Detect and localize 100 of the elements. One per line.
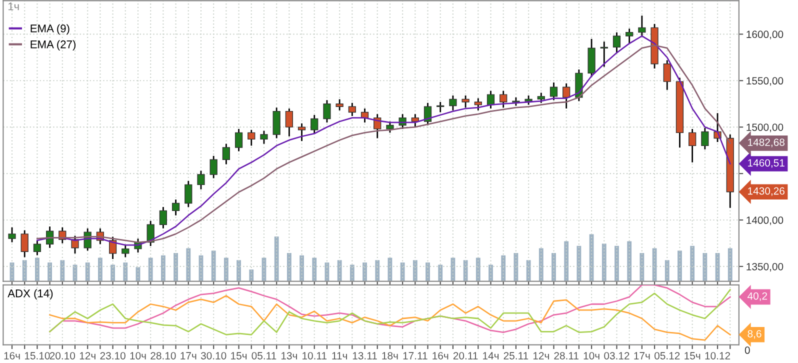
- y-tick-label: 1500,00: [746, 124, 784, 132]
- candlestick: [172, 198, 180, 216]
- bar: [640, 253, 644, 282]
- bar: [48, 262, 52, 282]
- y-tick-label: 1550,00: [746, 77, 784, 86]
- candlestick: [8, 226, 16, 243]
- x-tick-label: 16ч: [4, 352, 20, 360]
- x-tick-label: 03.12: [604, 352, 630, 360]
- candlestick: [336, 98, 344, 112]
- candlestick: [486, 90, 495, 110]
- candlestick: [626, 28, 634, 44]
- y-tick-label: 1400,00: [746, 216, 784, 226]
- bar: [375, 260, 380, 282]
- bar: [412, 260, 418, 282]
- bar: [160, 255, 166, 282]
- bar: [274, 236, 279, 282]
- bar: [514, 253, 518, 282]
- candlestick: [524, 94, 532, 106]
- candlestick: [260, 130, 268, 145]
- x-tick-label: 15ч: [684, 352, 700, 360]
- bar: [602, 244, 606, 282]
- candlestick: [298, 122, 306, 142]
- candlestick: [449, 94, 457, 112]
- bar: [526, 260, 531, 282]
- x-tick-label: 30.10: [200, 352, 226, 360]
- x-tick-label: 12ч: [80, 352, 96, 360]
- x-tick-label: 10.11: [302, 352, 327, 360]
- candlestick: [285, 108, 293, 138]
- bar: [22, 260, 27, 282]
- bar: [286, 253, 292, 282]
- x-tick-label: 20.10: [50, 352, 76, 360]
- candlestick: [159, 206, 168, 230]
- bar: [463, 260, 468, 282]
- bar: [501, 255, 506, 282]
- x-tick-label: 10ч: [584, 352, 600, 360]
- bar: [576, 246, 582, 282]
- candlestick: [663, 59, 671, 91]
- candlestick: [688, 128, 696, 164]
- x-tick-label: 15.10: [24, 352, 50, 360]
- text: 8,6: [748, 330, 762, 339]
- candlestick: [272, 106, 280, 139]
- x-tick-label: 11ч: [332, 352, 347, 360]
- bar: [728, 248, 732, 282]
- candlestick: [537, 92, 545, 104]
- candlestick: [701, 127, 709, 150]
- x-tick-label: 16ч: [432, 352, 448, 360]
- x-tick-label: 13.11: [352, 352, 377, 360]
- candlestick: [184, 180, 192, 208]
- candlestick: [33, 240, 42, 256]
- x-tick-label: 05.11: [252, 352, 276, 360]
- bar: [690, 246, 695, 282]
- text: 0: [744, 346, 750, 354]
- bar: [538, 248, 544, 282]
- text: 1460,51: [748, 159, 784, 168]
- text: 40,2: [748, 292, 768, 301]
- legend-label: EMA (27): [30, 40, 76, 50]
- candlestick: [500, 90, 508, 108]
- bar: [664, 260, 670, 282]
- candlestick: [248, 129, 256, 146]
- bar: [148, 258, 153, 282]
- x-tick-label: 18ч: [382, 352, 398, 360]
- candlestick: [323, 99, 331, 124]
- chart-subtitle: 1ч: [8, 2, 19, 10]
- x-tick-label: 17ч: [634, 352, 650, 360]
- x-tick-label: 25.11: [504, 352, 528, 360]
- bar: [312, 258, 317, 282]
- bar: [186, 248, 191, 282]
- candlestick: [310, 114, 318, 134]
- x-tick-label: 28.11: [554, 352, 578, 360]
- bar: [211, 250, 216, 282]
- x-tick-label: 14ч: [483, 352, 499, 360]
- candlestick: [462, 94, 470, 108]
- chart-title: ADX (14): [8, 289, 53, 300]
- x-tick-label: 17ч: [180, 352, 196, 360]
- bar: [400, 262, 405, 282]
- candlestick: [386, 120, 394, 134]
- bar: [85, 262, 90, 282]
- text: 1482,68: [748, 138, 784, 148]
- bar: [702, 253, 708, 282]
- x-tick-label: 05.12: [654, 352, 680, 360]
- candlestick: [436, 101, 444, 113]
- bar: [438, 264, 443, 282]
- candlestick: [550, 82, 558, 101]
- bar: [476, 258, 480, 282]
- y-tick-label: 1350,00: [746, 262, 784, 272]
- x-tick-label: 20.11: [453, 352, 478, 360]
- candlestick: [222, 143, 230, 165]
- x-tick-label: 28.10: [150, 352, 176, 360]
- candlestick: [600, 40, 608, 68]
- bar: [337, 260, 342, 282]
- candlestick: [210, 155, 218, 179]
- candlestick: [234, 128, 243, 152]
- candlestick: [562, 82, 570, 110]
- candlestick: [638, 14, 646, 37]
- x-tick-label: 23.10: [100, 352, 126, 360]
- candlestick: [474, 98, 482, 112]
- candlestick: [197, 170, 205, 190]
- x-tick-label: 17.11: [403, 352, 428, 360]
- candlestick: [612, 32, 621, 54]
- bar: [627, 241, 632, 282]
